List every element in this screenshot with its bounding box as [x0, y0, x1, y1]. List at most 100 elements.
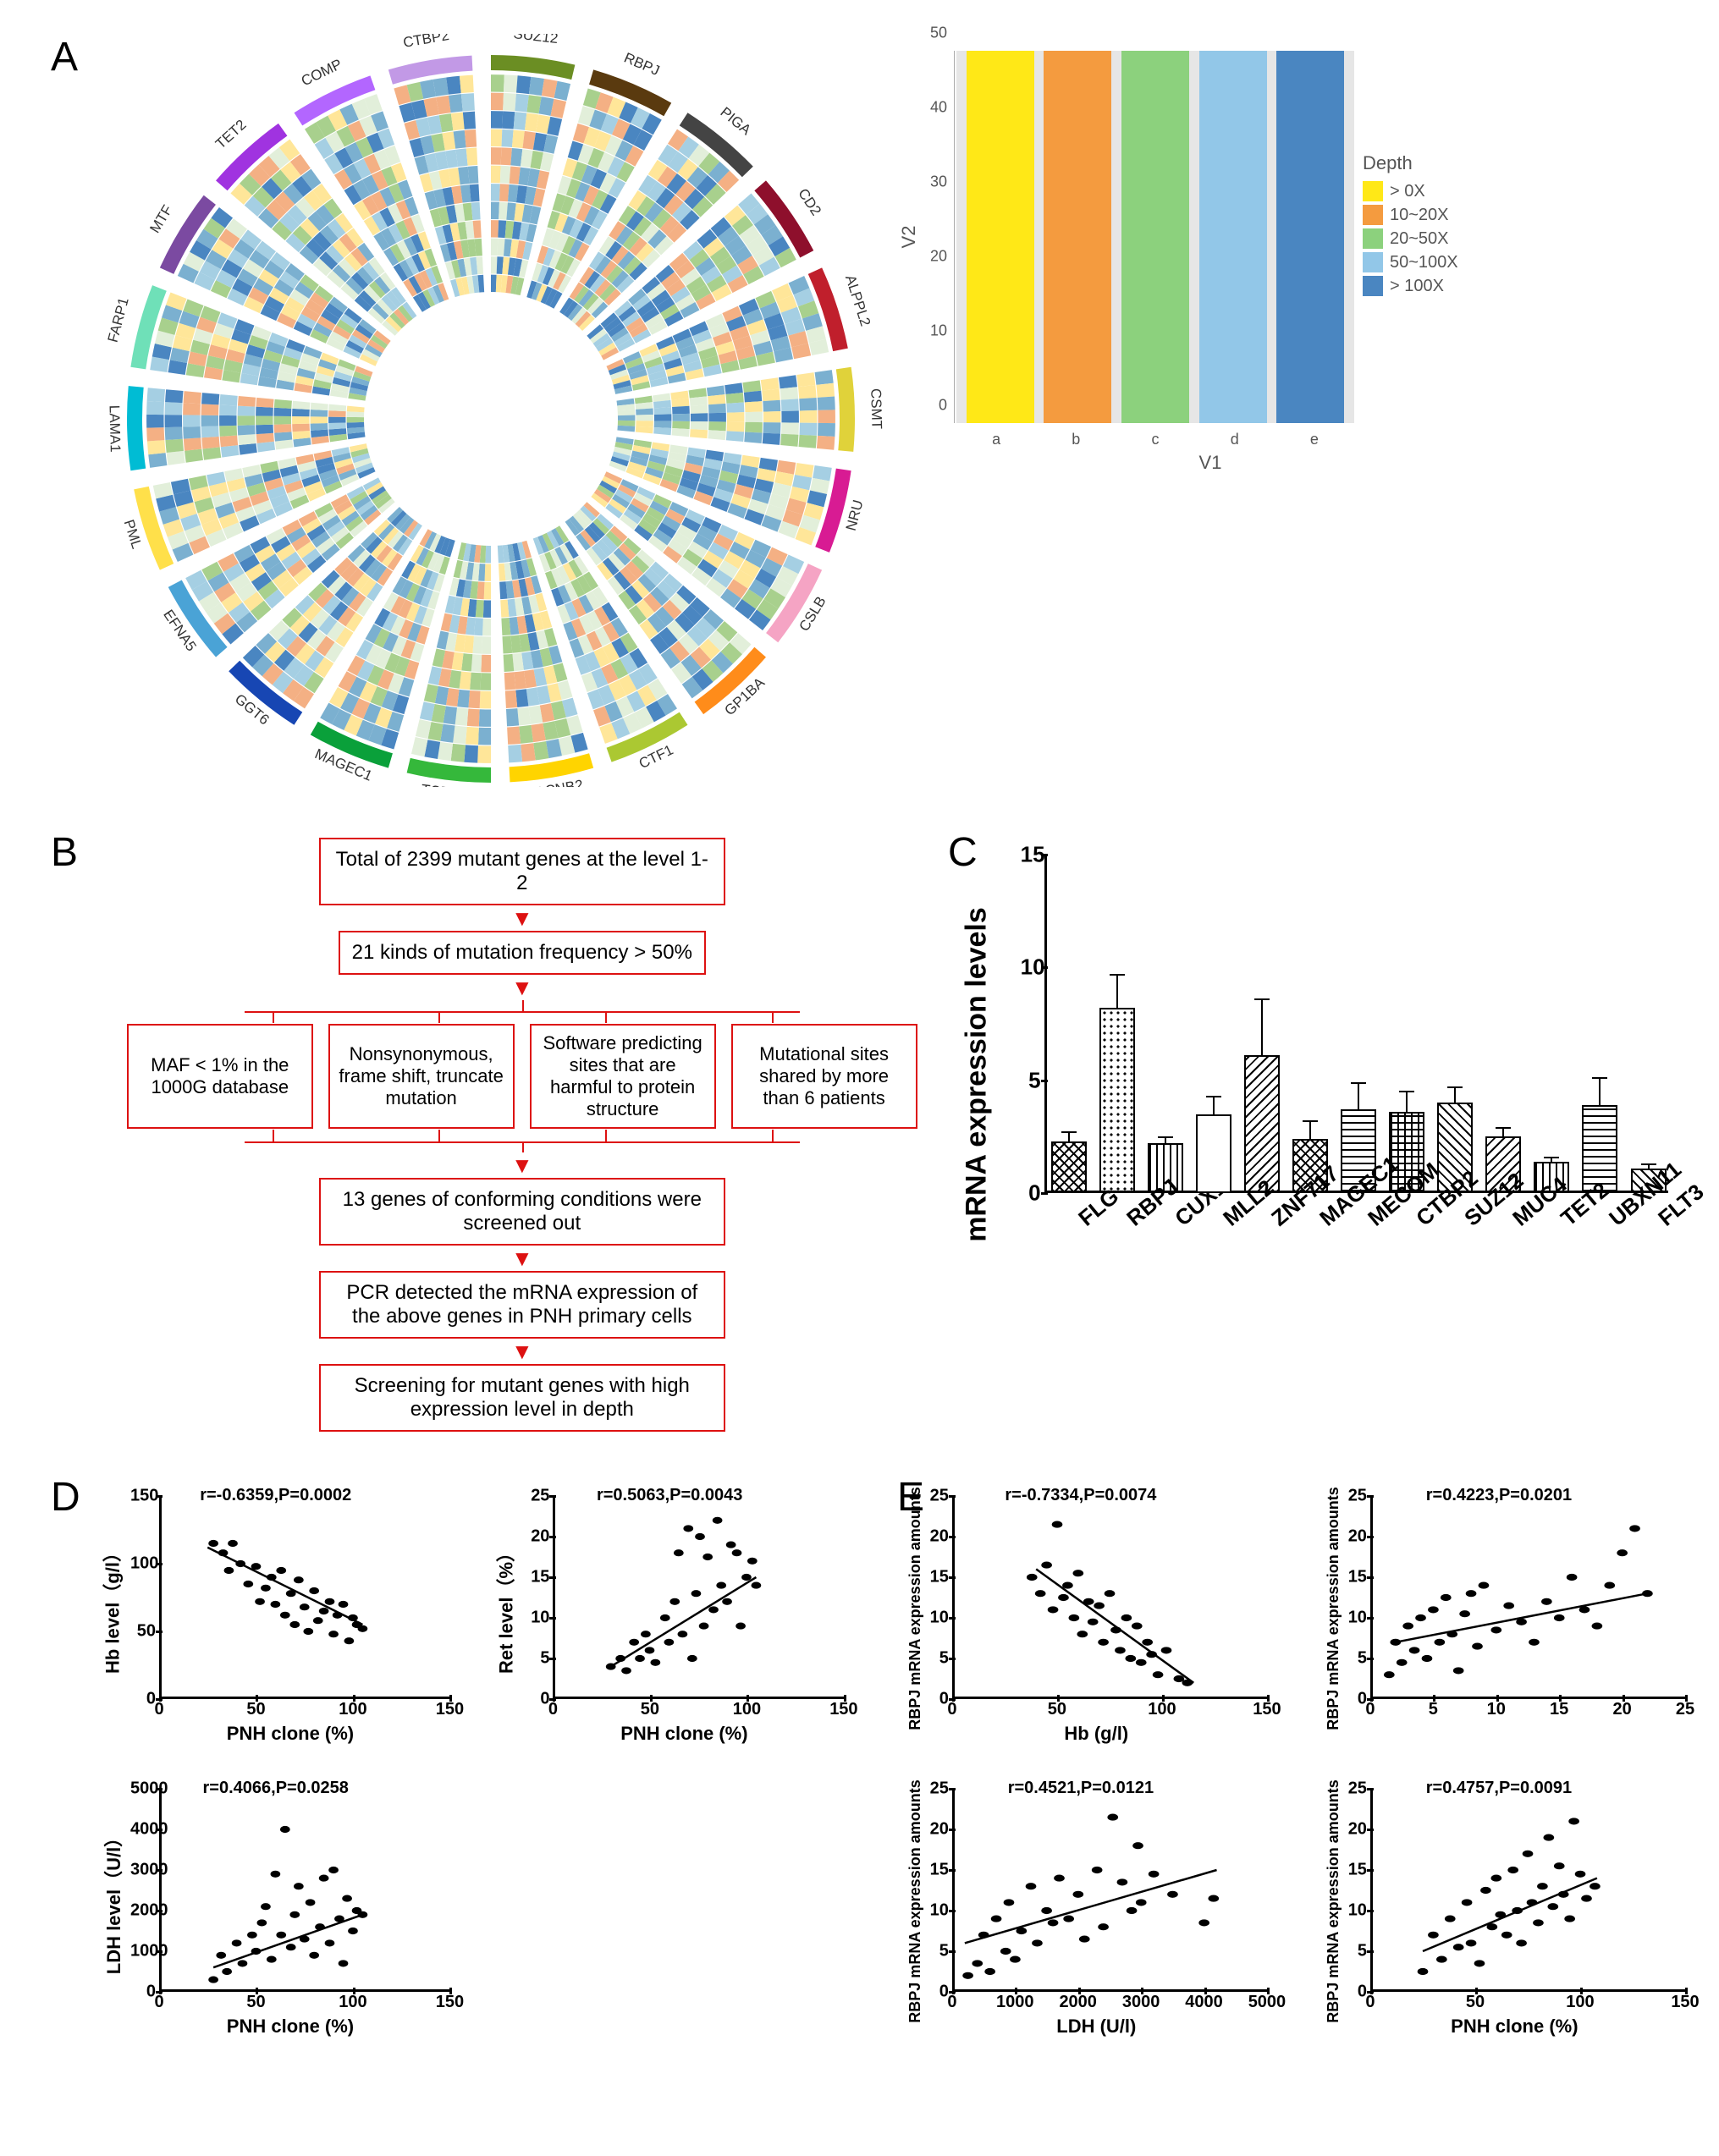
barc-bar	[1244, 1055, 1280, 1193]
depth-bar	[1276, 51, 1344, 423]
depth-legend-label: 10~20X	[1390, 206, 1449, 225]
scatter-ylabel: RBPJ mRNA expression amounts	[1325, 1779, 1342, 2022]
depth-bar-chart: V2 01020304050 abcde V1 Depth > 0X10~20X…	[906, 34, 1515, 474]
circos-gene-label: ALPPL2	[842, 273, 873, 328]
flow-node-1: Total of 2399 mutant genes at the level …	[319, 838, 725, 905]
figure-root: A SUZ12RBPJPIGACD2ALPPL2CSMTNRUCSLBGP1BA…	[25, 34, 1694, 2038]
barc-bar	[1485, 1136, 1521, 1193]
barc-errorbar	[1502, 1127, 1504, 1138]
depth-xtick: c	[1152, 431, 1160, 448]
scatter-area	[1370, 1496, 1685, 1699]
circos-gene-label: FARP1	[105, 296, 132, 344]
circos-gene-label: LAMA1	[106, 405, 123, 453]
scatter-ylabel: Hb level（g/l）	[97, 1543, 124, 1674]
scatter-area	[553, 1496, 843, 1699]
flow-merge	[175, 1130, 869, 1152]
barc-col: CTBP2	[1387, 1112, 1427, 1193]
flow-arrow-icon: ▼	[511, 1154, 533, 1176]
flow-arrow-icon: ▼	[511, 1247, 533, 1269]
barc-bar	[1051, 1141, 1087, 1193]
scatter-plot: r=0.4521,P=0.0121RBPJ mRNA expression am…	[886, 1775, 1275, 2038]
scatter-xlabel: PNH clone (%)	[227, 1723, 354, 1745]
barc-errorbar	[1309, 1120, 1311, 1141]
panel-c-bar-chart: mRNA expression levels 051015 FLGRBPJCUX…	[968, 838, 1694, 1312]
scatter-xlabel: PNH clone (%)	[620, 1723, 747, 1745]
circos-gene-label: TET2	[212, 117, 250, 152]
barc-bar	[1534, 1162, 1569, 1193]
depth-swatch	[1363, 252, 1383, 272]
row-de: D r=-0.6359,P=0.0002Hb level（g/l）PNH clo…	[25, 1482, 1694, 2038]
barc-bar	[1437, 1103, 1473, 1193]
barc-errorbar	[1116, 974, 1118, 1010]
circos-gene-label: CSMT	[868, 388, 884, 430]
barc-errorbar	[1599, 1077, 1601, 1107]
depth-xtick: a	[992, 431, 1000, 448]
barc-col: UBXN11	[1580, 1105, 1620, 1193]
depth-bars	[956, 51, 1354, 423]
barc-col: MUC4	[1484, 1136, 1523, 1193]
depth-xtick: b	[1072, 431, 1080, 448]
barc-errorbar	[1358, 1082, 1359, 1112]
barc-errorbar	[1551, 1157, 1552, 1163]
barc-bars: FLGRBPJCUX1MLL2ZNF717MAGEC1MECOMCTBP2SUZ…	[1050, 855, 1668, 1193]
row-bc: B Total of 2399 mutant genes at the leve…	[25, 838, 1694, 1432]
depth-legend-label: > 100X	[1390, 277, 1444, 296]
panel-e: r=-0.7334,P=0.0074RBPJ mRNA expression a…	[886, 1482, 1694, 2038]
scatter-area	[159, 1496, 449, 1699]
depth-legend-title: Depth	[1363, 152, 1515, 174]
barc-errorbar	[1165, 1136, 1166, 1146]
barc-col: ZNF717	[1242, 1055, 1282, 1193]
barc-errorbar	[1068, 1131, 1070, 1142]
circos-gene-label: CD2	[795, 185, 824, 218]
scatter-area	[159, 1789, 449, 1992]
depth-swatch	[1363, 181, 1383, 201]
scatter-plot: r=-0.7334,P=0.0074RBPJ mRNA expression a…	[886, 1482, 1275, 1745]
scatter-plot: r=0.4757,P=0.0091RBPJ mRNA expression am…	[1304, 1775, 1694, 2038]
barc-col: MECOM	[1339, 1109, 1379, 1193]
depth-bar	[967, 51, 1034, 423]
flow-arrow-icon: ▼	[511, 976, 533, 998]
circos-gene-label: PML	[121, 518, 146, 551]
flow-row-filters: MAF < 1% in the 1000G database Nonsynony…	[127, 1024, 917, 1129]
flow-split	[175, 1000, 869, 1022]
depth-legend-label: 20~50X	[1390, 229, 1449, 249]
barc-bar	[1196, 1114, 1231, 1193]
depth-bar	[1044, 51, 1111, 423]
panel-a: SUZ12RBPJPIGACD2ALPPL2CSMTNRUCSLBGP1BACT…	[93, 34, 1694, 787]
barc-errorbar	[1648, 1163, 1650, 1170]
barc-bar	[1389, 1112, 1424, 1193]
barc-col: SUZ12	[1435, 1103, 1475, 1193]
circos-gene-label: TCF7L2	[421, 781, 474, 787]
scatter-xlabel: PNH clone (%)	[227, 2016, 354, 2038]
panel-a-legend-area: V2 01020304050 abcde V1 Depth > 0X10~20X…	[906, 34, 1515, 474]
barc-errorbar	[1261, 998, 1263, 1057]
flowchart: Total of 2399 mutant genes at the level …	[127, 838, 917, 1432]
depth-ylabel: V2	[898, 226, 920, 249]
depth-swatch	[1363, 276, 1383, 296]
depth-legend-row: 50~100X	[1363, 252, 1515, 272]
barc-bar	[1099, 1008, 1135, 1193]
barc-errorbar	[1213, 1096, 1215, 1116]
scatter-area	[952, 1789, 1267, 1992]
flow-node-9: Screening for mutant genes with high exp…	[319, 1364, 725, 1432]
panel-d: r=-0.6359,P=0.0002Hb level（g/l）PNH clone…	[93, 1482, 852, 2038]
scatter-plot: r=0.4066,P=0.0258LDH level（U/l）PNH clone…	[93, 1775, 458, 2038]
flow-node-8: PCR detected the mRNA expression of the …	[319, 1271, 725, 1339]
panel-a-label: A	[51, 34, 78, 80]
depth-bar	[1199, 51, 1267, 423]
scatter-plot: r=0.4223,P=0.0201RBPJ mRNA expression am…	[1304, 1482, 1694, 1745]
barc-col: TET2	[1532, 1162, 1572, 1193]
barc-errorbar	[1406, 1091, 1408, 1114]
depth-swatch	[1363, 228, 1383, 249]
flow-node-3: MAF < 1% in the 1000G database	[127, 1024, 313, 1129]
scatter-plot: r=-0.6359,P=0.0002Hb level（g/l）PNH clone…	[93, 1482, 458, 1745]
barc-col: FLG	[1050, 1141, 1089, 1193]
scatter-ylabel: RBPJ mRNA expression amounts	[1325, 1487, 1342, 1730]
scatter-xlabel: LDH (U/l)	[1056, 2016, 1136, 2038]
scatter-plot: r=0.5063,P=0.0043Ret level（%）PNH clone (…	[487, 1482, 851, 1745]
depth-yaxis: V2 01020304050	[906, 51, 955, 423]
depth-xlabel: V1	[1199, 452, 1222, 474]
flow-node-6: Mutational sites shared by more than 6 p…	[731, 1024, 917, 1129]
barc-ytick: 15	[1021, 842, 1041, 868]
barc-col: CUX1	[1146, 1143, 1186, 1193]
